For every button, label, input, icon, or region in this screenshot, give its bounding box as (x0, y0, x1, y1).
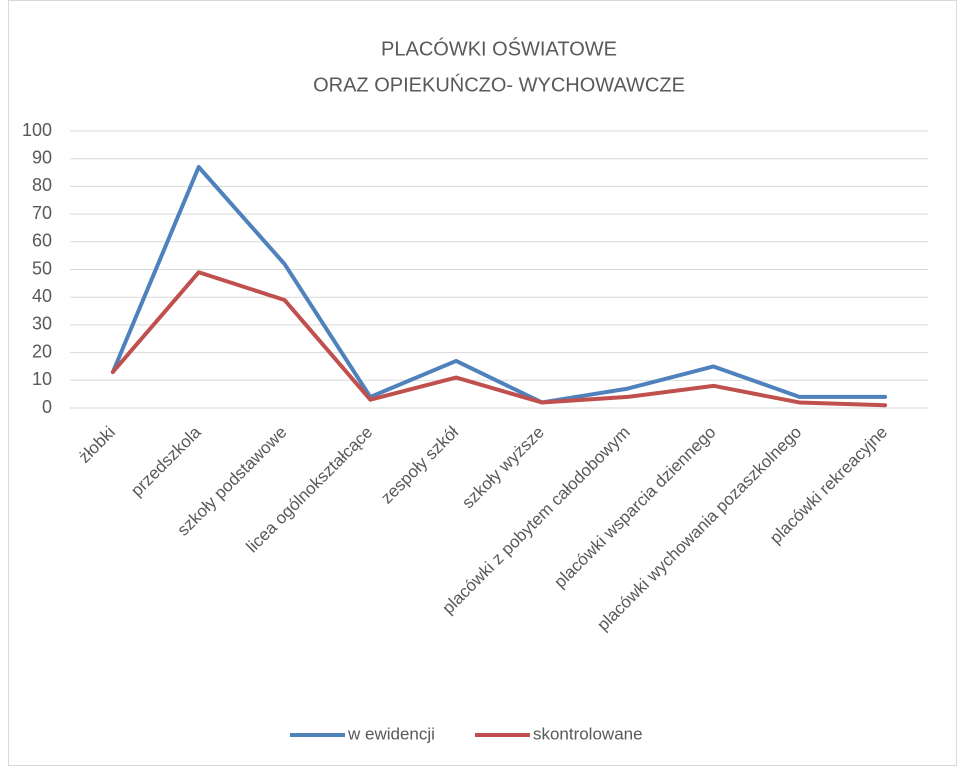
chart-subtitle: ORAZ OPIEKUŃCZO- WYCHOWAWCZE (313, 73, 685, 96)
y-tick-label: 20 (32, 341, 52, 361)
chart-title: PLACÓWKI OŚWIATOWE (381, 36, 617, 60)
legend-label: skontrolowane (533, 724, 643, 743)
y-tick-label: 0 (42, 397, 52, 417)
y-tick-label: 10 (32, 369, 52, 389)
series-line (110, 270, 888, 408)
y-tick-label: 40 (32, 286, 52, 306)
series-line (110, 165, 888, 405)
y-tick-label: 50 (32, 258, 52, 278)
y-tick-label: 100 (22, 120, 52, 140)
y-tick-label: 80 (32, 175, 52, 195)
legend-label: w ewidencji (347, 724, 435, 743)
y-tick-label: 30 (32, 314, 52, 334)
chart-frame (8, 0, 957, 766)
y-tick-label: 70 (32, 203, 52, 223)
y-tick-label: 90 (32, 147, 52, 167)
y-tick-label: 60 (32, 231, 52, 251)
